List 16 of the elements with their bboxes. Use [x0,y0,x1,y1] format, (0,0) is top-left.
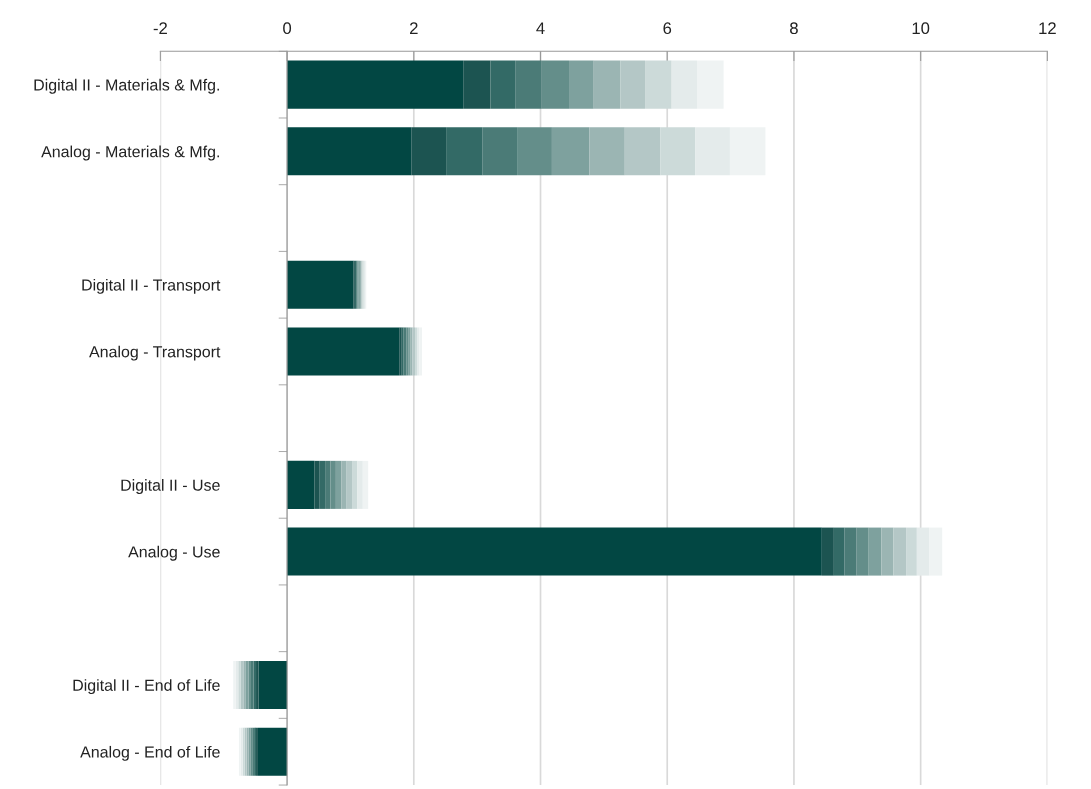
y-tick-label: Digital II - Materials & Mfg. [34,78,219,94]
x-tick-label: 6 [663,22,672,35]
x-tick-label: 2 [410,22,418,34]
x-tick-label: 8 [790,22,798,35]
x-tick-label: 4 [536,22,545,34]
x-tick-label: 10 [912,22,930,35]
y-tick-label: Digital II - Use [121,479,220,494]
x-tick-label: -2 [153,22,167,34]
x-tick-label: 12 [1039,22,1056,34]
y-tick-label: Analog - End of Life [80,745,220,761]
y-tick-label: Digital II - End of Life [73,679,220,695]
y-tick-label: Analog - Transport [89,345,221,361]
y-tick-label: Analog - Use [128,545,220,561]
y-tick-label: Analog - Materials & Mfg. [41,145,219,161]
y-tick-label: Digital II - Transport [82,278,221,294]
x-tick-label: 0 [283,22,292,35]
